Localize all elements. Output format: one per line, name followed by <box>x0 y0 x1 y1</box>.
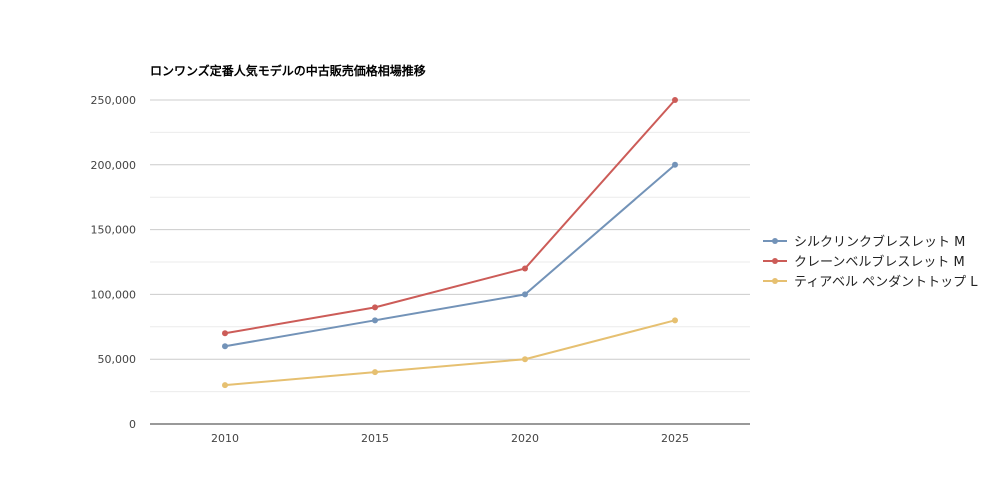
x-tick-label: 2025 <box>661 432 689 445</box>
legend-item: クレーンベルブレスレット M <box>763 254 965 270</box>
x-tick-label: 2010 <box>211 432 239 445</box>
legend-swatch-point <box>772 258 778 264</box>
legend-label: シルクリンクブレスレット M <box>794 234 965 250</box>
data-point <box>672 97 678 103</box>
data-point <box>222 330 228 337</box>
data-point <box>372 369 378 376</box>
series-layer <box>222 97 678 389</box>
legend-label: クレーンベルブレスレット M <box>794 254 965 270</box>
legend-item: シルクリンクブレスレット M <box>763 234 965 250</box>
data-point <box>522 265 528 272</box>
y-tick-label: 250,000 <box>91 94 137 107</box>
series-line <box>224 319 676 387</box>
series-line <box>224 99 676 335</box>
series-line <box>224 164 676 348</box>
data-point <box>522 356 528 363</box>
series-2 <box>222 97 678 337</box>
data-point <box>372 317 378 324</box>
data-point <box>222 382 228 389</box>
axes: 0 50,000 100,000 150,000 200,000 250,000 2010 2… <box>91 94 750 445</box>
data-point <box>672 161 678 168</box>
data-point <box>222 343 228 350</box>
y-tick-label: 200,000 <box>91 159 137 172</box>
data-point <box>672 317 678 324</box>
y-tick-label: 0 <box>129 418 136 431</box>
data-point <box>372 304 378 311</box>
chart-title: ロンワンズ定番人気モデルの中古販売価格相場推移 <box>150 63 426 78</box>
x-tick-label: 2015 <box>361 432 389 445</box>
x-tick-label: 2020 <box>511 432 539 445</box>
y-tick-label: 50,000 <box>98 353 137 366</box>
y-tick-label: 150,000 <box>91 224 137 237</box>
legend-label: ティアベル ペンダントトップ L <box>794 275 978 290</box>
series-3 <box>222 317 678 389</box>
data-point <box>522 291 528 298</box>
legend-item: ティアベル ペンダントトップ L <box>763 275 978 290</box>
legend-swatch-point <box>772 278 778 284</box>
legend: シルクリンクブレスレット M クレーンベルブレスレット M ティアベル ペンダントト… <box>763 234 978 290</box>
series-1 <box>222 161 678 350</box>
y-tick-label: 100,000 <box>91 288 137 301</box>
legend-swatch-point <box>772 238 778 244</box>
grid-lines <box>150 99 750 393</box>
